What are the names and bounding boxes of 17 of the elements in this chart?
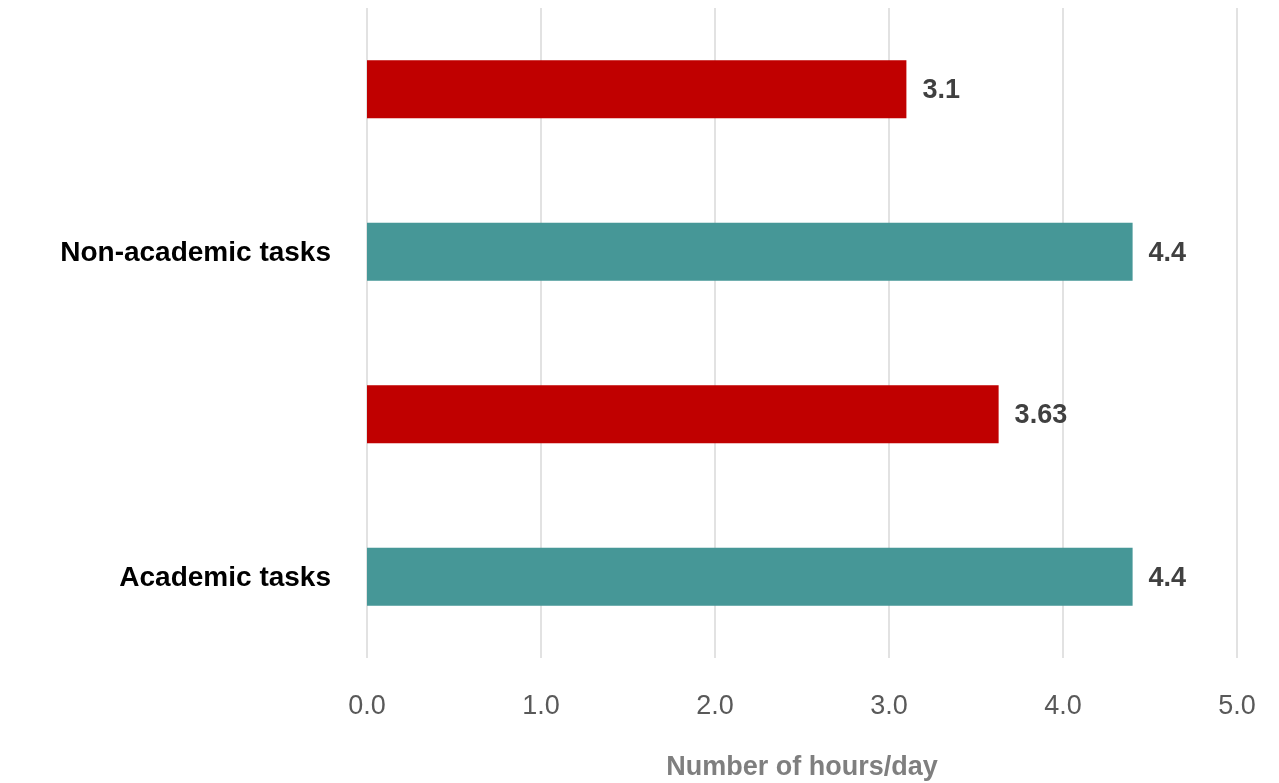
bar <box>367 222 1133 281</box>
data-label: 4.4 <box>1148 561 1187 592</box>
x-tick-label: 2.0 <box>696 690 734 720</box>
y-tick-label: Academic tasks <box>119 561 331 593</box>
x-tick-label: 5.0 <box>1218 690 1256 720</box>
x-tick-label: 4.0 <box>1044 690 1082 720</box>
data-label: 3.63 <box>1014 399 1068 430</box>
data-label: 4.4 <box>1148 236 1187 267</box>
bar <box>367 60 907 119</box>
x-tick-label: 3.0 <box>870 690 908 720</box>
data-label: 3.1 <box>922 74 960 105</box>
x-axis-title: Number of hours/day <box>666 751 938 781</box>
y-tick-label: Non-academic tasks <box>60 236 331 268</box>
bar <box>367 547 1133 606</box>
x-tick-label: 1.0 <box>522 690 560 720</box>
x-tick-label: 0.0 <box>348 690 386 720</box>
bar <box>367 385 999 444</box>
